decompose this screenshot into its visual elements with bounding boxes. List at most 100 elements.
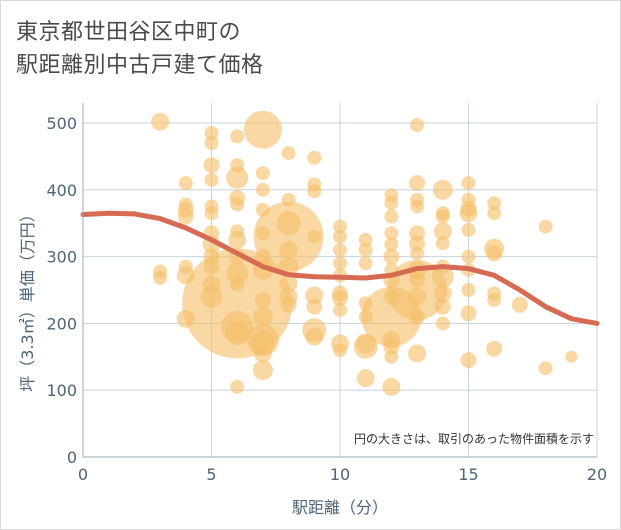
- data-bubble: [384, 226, 399, 241]
- chart-title: 東京都世田谷区中町の 駅距離別中古戸建て価格: [16, 20, 264, 78]
- data-bubble: [538, 361, 553, 376]
- data-bubble: [305, 327, 324, 346]
- data-bubble: [333, 256, 347, 271]
- data-bubble: [435, 236, 450, 251]
- data-bubble: [410, 199, 425, 214]
- data-bubble: [486, 340, 503, 357]
- data-bubble: [460, 305, 477, 322]
- data-bubble: [253, 344, 272, 363]
- data-bubble: [409, 235, 426, 252]
- y-tick-label: 200: [46, 314, 77, 333]
- data-bubble: [333, 343, 347, 358]
- data-bubble: [151, 112, 170, 131]
- data-bubble: [307, 150, 322, 165]
- y-axis-label: 坪（3.3㎡）単価（万円）: [18, 206, 37, 391]
- data-bubble: [204, 172, 219, 187]
- data-bubble: [230, 224, 245, 239]
- data-bubble: [178, 259, 193, 274]
- data-bubble: [281, 192, 296, 207]
- data-bubble: [306, 298, 323, 315]
- data-bubble: [255, 182, 270, 197]
- data-bubble: [305, 286, 324, 305]
- data-bubble: [254, 292, 271, 309]
- data-bubble: [410, 246, 425, 261]
- x-tick-label: 20: [587, 465, 607, 484]
- data-bubble: [230, 379, 245, 394]
- data-bubble: [254, 248, 271, 265]
- bubbles: [151, 110, 578, 396]
- data-bubble: [176, 309, 195, 328]
- data-bubble: [358, 309, 373, 324]
- data-bubble: [461, 283, 476, 298]
- data-bubble: [230, 158, 245, 173]
- data-bubble: [461, 176, 476, 191]
- y-tick-label: 100: [46, 381, 77, 400]
- y-tick-label: 400: [46, 181, 77, 200]
- data-bubble: [253, 201, 324, 272]
- data-bubble: [332, 290, 348, 307]
- data-bubble: [204, 206, 219, 221]
- data-bubble: [226, 262, 249, 285]
- data-bubble: [333, 242, 347, 257]
- data-bubble: [358, 296, 373, 311]
- data-bubble: [203, 157, 220, 174]
- y-tick-label: 500: [46, 114, 77, 133]
- data-bubble: [408, 287, 427, 306]
- data-bubble: [178, 197, 193, 212]
- data-bubble: [153, 270, 168, 285]
- data-bubble: [486, 245, 503, 262]
- data-bubble: [252, 360, 273, 381]
- data-bubble: [487, 293, 502, 308]
- data-bubble: [276, 211, 301, 236]
- data-bubble: [410, 118, 425, 133]
- data-bubble: [333, 219, 347, 234]
- data-bubble: [255, 226, 270, 241]
- data-bubble: [565, 350, 578, 363]
- data-bubble: [226, 166, 249, 189]
- data-bubble: [431, 265, 454, 288]
- data-bubble: [230, 197, 245, 212]
- data-bubble: [281, 146, 296, 161]
- data-bubble: [383, 248, 400, 265]
- data-bubble: [434, 298, 451, 315]
- data-bubble: [279, 274, 298, 293]
- data-bubble: [384, 349, 399, 364]
- data-bubble: [382, 377, 401, 396]
- data-bubble: [460, 352, 477, 369]
- data-bubble: [202, 275, 221, 294]
- data-bubble: [487, 206, 502, 221]
- data-bubble: [355, 333, 376, 354]
- y-tick-label: 300: [46, 248, 77, 267]
- data-bubble: [178, 176, 193, 191]
- data-bubble: [177, 208, 194, 225]
- data-bubble: [204, 126, 219, 141]
- data-bubble: [383, 288, 400, 305]
- data-bubble: [307, 229, 322, 244]
- y-tick-label: 0: [67, 448, 77, 467]
- data-bubble: [356, 369, 375, 388]
- x-tick-label: 10: [330, 465, 350, 484]
- data-bubble: [307, 184, 322, 199]
- data-bubble: [333, 303, 347, 318]
- data-bubble: [384, 196, 399, 211]
- data-bubble: [487, 196, 502, 211]
- data-bubble: [433, 284, 452, 303]
- data-bubble: [225, 321, 250, 346]
- trend-line: [80, 210, 600, 326]
- data-bubble: [435, 209, 450, 224]
- data-bubble: [538, 219, 553, 234]
- data-bubble: [358, 256, 373, 271]
- data-bubble: [358, 242, 373, 257]
- data-bubble: [409, 175, 426, 192]
- data-bubble: [255, 166, 270, 181]
- x-axis-label: 駅距離（分）: [292, 498, 388, 517]
- data-bubble: [204, 136, 219, 151]
- data-bubble: [383, 338, 400, 355]
- data-bubble: [230, 129, 245, 144]
- x-tick-label: 5: [206, 465, 216, 484]
- data-bubble: [358, 232, 373, 247]
- data-bubble: [384, 237, 399, 252]
- size-annotation: 円の大きさは、取引のあった物件面積を示す: [354, 431, 594, 446]
